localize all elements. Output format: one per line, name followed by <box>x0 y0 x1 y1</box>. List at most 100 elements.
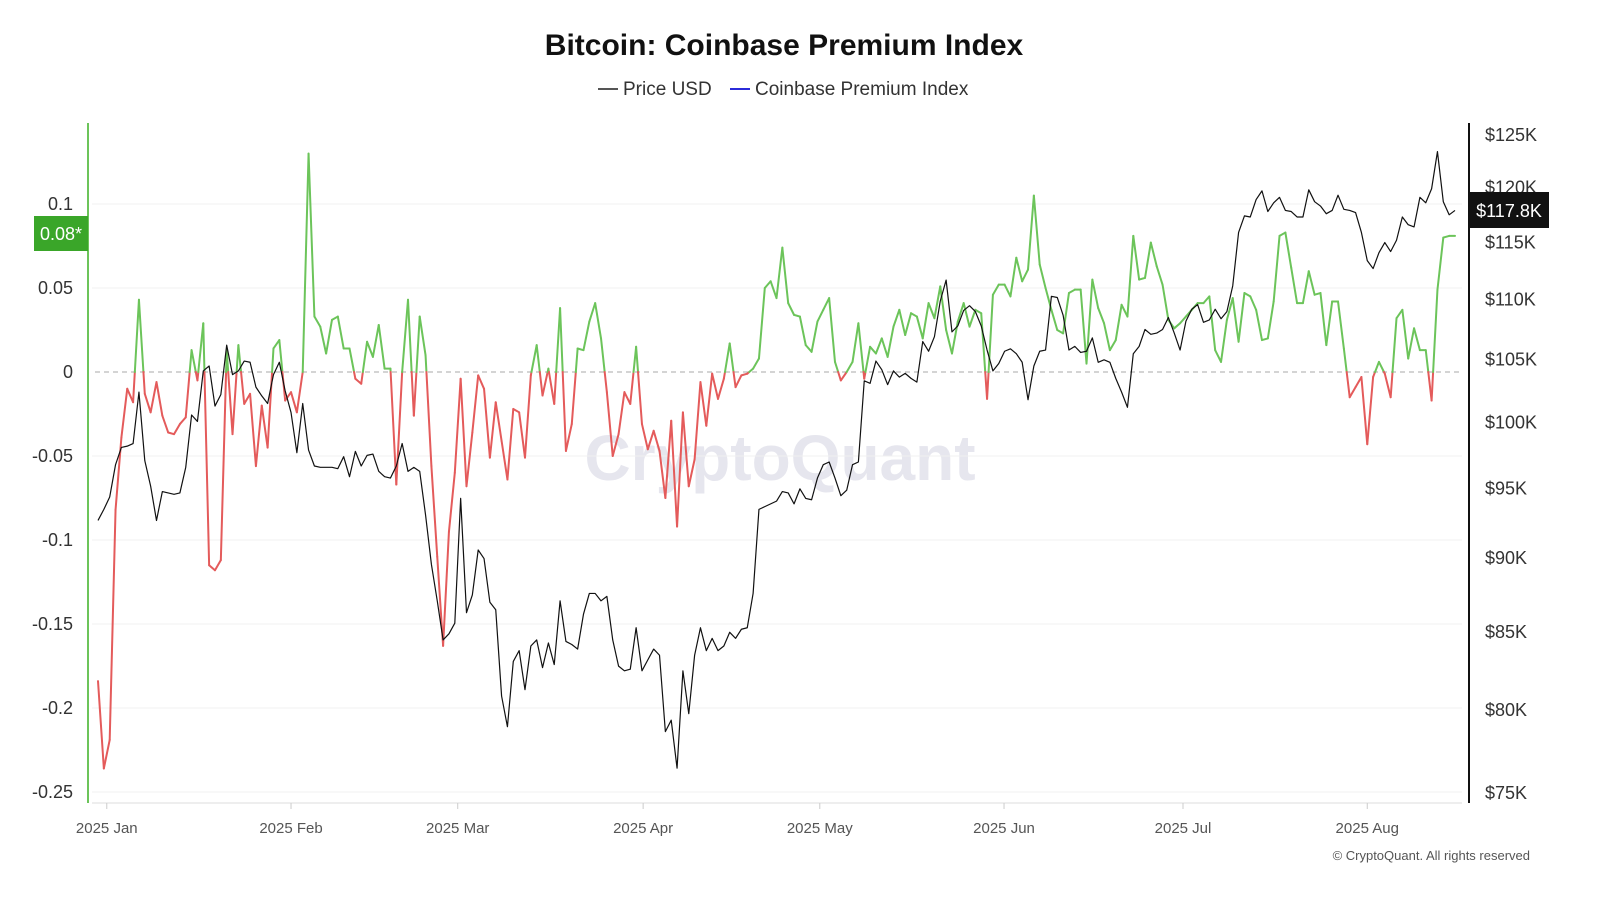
premium-segment <box>658 449 667 499</box>
left-tick-label: -0.25 <box>32 782 73 802</box>
right-tick-label: $80K <box>1485 700 1527 720</box>
premium-segment <box>1342 347 1348 373</box>
premium-segment <box>1337 300 1345 350</box>
premium-segment <box>97 680 105 770</box>
premium-segment <box>471 374 480 434</box>
premium-segment <box>705 372 714 427</box>
premium-segment <box>202 322 206 373</box>
premium-segment <box>547 371 556 405</box>
premium-segment <box>987 293 994 373</box>
right-badge-bg <box>1470 192 1549 228</box>
premium-segment <box>143 392 152 414</box>
premium-segment <box>395 371 404 486</box>
premium-segment <box>161 414 170 434</box>
premium-segment <box>822 297 831 311</box>
premium-segment <box>366 340 374 358</box>
premium-segment <box>142 371 146 395</box>
premium-segment <box>1214 349 1223 363</box>
premium-segment <box>1424 349 1430 373</box>
premium-segment <box>1032 194 1041 266</box>
premium-segment <box>538 371 544 397</box>
premium-segment <box>197 322 205 373</box>
legend-item-premium[interactable]: Coinbase Premium Index <box>730 79 969 100</box>
premium-segment <box>488 401 497 459</box>
premium-segment <box>424 354 428 373</box>
left-badge-bg <box>34 216 88 251</box>
premium-segment <box>968 308 977 328</box>
premium-segment <box>1067 288 1076 295</box>
left-tick-label: -0.2 <box>42 698 73 718</box>
premium-segment <box>1103 322 1111 352</box>
premium-segment <box>1401 308 1410 360</box>
premium-segment <box>108 508 117 741</box>
premium-segment <box>1050 308 1059 331</box>
premium-segment <box>1220 318 1228 363</box>
premium-segment <box>1442 234 1451 239</box>
premium-segment <box>588 302 597 323</box>
premium-segment <box>371 323 380 358</box>
right-axis-ticks: $125K$120K$115K$110K$105K$100K$95K$90K$8… <box>1485 125 1537 803</box>
premium-segment <box>646 429 655 451</box>
premium-segment <box>603 371 608 394</box>
premium-segment <box>330 315 339 321</box>
right-current-badge: $117.8K <box>1470 192 1549 228</box>
premium-segment <box>1155 265 1164 286</box>
premium-segment <box>635 345 640 373</box>
left-tick-label: -0.05 <box>32 446 73 466</box>
premium-segment <box>670 419 679 528</box>
premium-segment <box>178 416 187 426</box>
right-tick-label: $75K <box>1485 783 1527 803</box>
right-tick-label: $110K <box>1485 290 1536 310</box>
premium-segment <box>637 371 643 426</box>
premium-segment <box>898 308 907 337</box>
premium-segment <box>1389 371 1394 399</box>
x-tick-label: 2025 Jun <box>973 820 1035 837</box>
right-tick-label: $105K <box>1485 350 1537 370</box>
premium-segment <box>535 344 541 373</box>
premium-segment <box>839 371 848 382</box>
premium-segment <box>173 423 181 436</box>
premium-segment <box>278 339 284 373</box>
premium-segment <box>1132 234 1141 281</box>
legend-item-price[interactable]: Price USD <box>598 79 712 100</box>
premium-segment <box>1249 295 1258 311</box>
premium-segment <box>225 349 230 373</box>
premium-segment <box>1348 386 1357 399</box>
premium-segment <box>1225 297 1234 321</box>
right-tick-label: $95K <box>1485 479 1527 499</box>
premium-segment <box>1009 256 1018 298</box>
premium-segment <box>851 322 860 363</box>
left-axis-ticks: 0.1 0.05 0 -0.05 -0.1 -0.15 -0.2 -0.25 <box>32 194 73 802</box>
premium-segment <box>594 302 603 340</box>
x-tick-label: 2025 Apr <box>613 820 673 837</box>
premium-segment <box>734 374 743 389</box>
right-badge-label: $117.8K <box>1476 201 1542 221</box>
premium-segment <box>652 429 661 452</box>
premium-segment <box>687 458 696 488</box>
premium-segment <box>133 298 140 373</box>
premium-segment <box>243 392 252 405</box>
premium-segment <box>574 347 579 373</box>
x-tick-label: 2025 Aug <box>1336 820 1399 837</box>
right-tick-label: $85K <box>1485 622 1527 642</box>
premium-segment <box>213 559 222 572</box>
premium-segment <box>863 371 867 380</box>
premium-segment <box>353 371 357 380</box>
premium-segment <box>617 391 626 436</box>
premium-segment <box>910 312 918 318</box>
premium-segment <box>600 337 606 373</box>
premium-segment <box>447 471 456 533</box>
premium-segment <box>561 371 567 452</box>
premium-segment <box>933 285 942 320</box>
premium-segment <box>939 285 948 331</box>
premium-segment <box>1377 360 1385 373</box>
premium-segment <box>1085 278 1094 365</box>
gridlines <box>92 203 1462 793</box>
premium-segment <box>149 381 158 414</box>
premium-segment <box>494 401 503 442</box>
price-line <box>97 151 1456 769</box>
premium-segment <box>991 283 1000 296</box>
premium-segment <box>1266 300 1275 340</box>
premium-segment <box>837 371 842 382</box>
